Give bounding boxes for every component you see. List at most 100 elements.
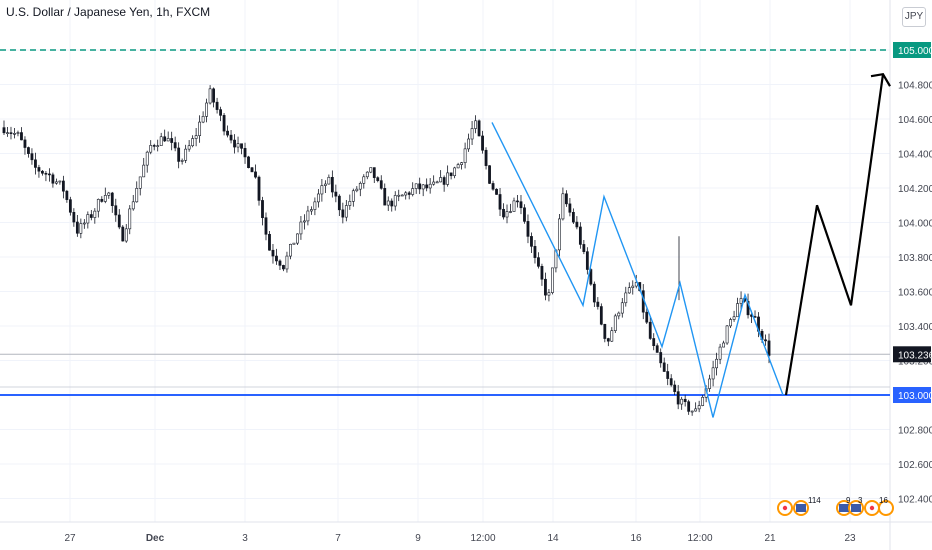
candle-body bbox=[439, 177, 443, 183]
candle-body bbox=[491, 183, 495, 190]
candle-body bbox=[467, 138, 470, 150]
candle bbox=[498, 187, 502, 217]
candle bbox=[624, 286, 628, 307]
candle bbox=[659, 348, 663, 368]
candle-body bbox=[337, 195, 341, 211]
candle bbox=[446, 165, 450, 187]
candle-body bbox=[547, 292, 551, 296]
candle-body bbox=[551, 267, 554, 293]
candle-body bbox=[729, 319, 732, 327]
candle bbox=[495, 188, 498, 195]
candle-body bbox=[578, 226, 582, 245]
candle bbox=[75, 214, 79, 237]
candle-body bbox=[435, 181, 439, 184]
candle-body bbox=[502, 208, 505, 218]
price-tick-label: 104.200 bbox=[898, 184, 932, 195]
candle-body bbox=[533, 246, 537, 258]
candle bbox=[463, 142, 467, 169]
candle-body bbox=[428, 183, 432, 189]
candle bbox=[589, 268, 593, 286]
candle bbox=[128, 205, 132, 235]
candle bbox=[596, 297, 600, 310]
candle bbox=[467, 133, 470, 152]
candle-body bbox=[215, 101, 219, 110]
candle-body bbox=[212, 88, 215, 103]
candle bbox=[163, 129, 167, 142]
candle-body bbox=[599, 306, 603, 325]
candle bbox=[484, 147, 488, 170]
currency-button[interactable]: JPY bbox=[902, 7, 926, 27]
candle-body bbox=[701, 396, 705, 406]
candle bbox=[606, 337, 610, 347]
candle bbox=[509, 203, 512, 214]
candle-body bbox=[44, 172, 48, 175]
candle-body bbox=[631, 285, 635, 288]
candle bbox=[58, 180, 62, 185]
candle-body bbox=[519, 201, 523, 209]
candle bbox=[533, 240, 537, 264]
candle-body bbox=[474, 120, 477, 129]
candle bbox=[414, 183, 418, 194]
candle bbox=[627, 282, 631, 294]
candle-body bbox=[327, 176, 331, 185]
candle bbox=[578, 222, 582, 249]
candle bbox=[365, 171, 369, 180]
candle bbox=[736, 297, 739, 318]
candle bbox=[690, 410, 694, 416]
candle bbox=[523, 204, 526, 224]
candle-body bbox=[606, 338, 610, 342]
candle bbox=[610, 327, 614, 342]
candle bbox=[390, 198, 394, 212]
candle-body bbox=[509, 211, 512, 213]
candle bbox=[180, 158, 184, 165]
candle bbox=[568, 198, 572, 217]
candle-body bbox=[313, 201, 317, 210]
candle-body bbox=[289, 243, 292, 257]
candle-body bbox=[226, 130, 229, 136]
candle-body bbox=[652, 338, 656, 346]
candle bbox=[680, 396, 684, 410]
candle bbox=[456, 162, 460, 169]
candle-body bbox=[564, 193, 568, 205]
time-tick-label: Dec bbox=[146, 533, 165, 544]
candle bbox=[725, 325, 729, 345]
candle bbox=[177, 142, 181, 169]
support-price-label: 103.000 bbox=[898, 391, 932, 402]
candle bbox=[138, 176, 142, 196]
candle-body bbox=[715, 358, 719, 369]
candle-body bbox=[351, 190, 355, 202]
candle bbox=[676, 384, 680, 410]
candle-body bbox=[96, 199, 100, 212]
candle bbox=[6, 127, 9, 137]
candle-body bbox=[446, 172, 450, 185]
candle-body bbox=[477, 120, 481, 137]
candle-body bbox=[159, 136, 163, 146]
candle-body bbox=[166, 138, 170, 142]
candle-body bbox=[187, 145, 191, 150]
candle bbox=[316, 189, 320, 208]
candle-body bbox=[484, 149, 488, 166]
candle-body bbox=[498, 194, 502, 210]
candle-body bbox=[34, 159, 37, 168]
candle bbox=[257, 175, 261, 206]
candle-body bbox=[530, 236, 533, 247]
candle-body bbox=[711, 367, 715, 380]
candle-body bbox=[2, 127, 6, 134]
candle-body bbox=[603, 323, 607, 339]
candle-body bbox=[523, 207, 526, 222]
candle bbox=[191, 135, 195, 148]
candle bbox=[561, 187, 565, 221]
candle bbox=[474, 115, 477, 134]
candle-body bbox=[20, 132, 23, 141]
candle-body bbox=[582, 244, 586, 252]
candle bbox=[711, 360, 715, 387]
candle bbox=[439, 170, 443, 183]
candle bbox=[421, 184, 425, 197]
time-tick-label: 3 bbox=[242, 533, 248, 544]
candle-body bbox=[219, 109, 222, 116]
candle-body bbox=[107, 192, 111, 196]
candle bbox=[428, 178, 432, 194]
candle-body bbox=[470, 128, 474, 140]
candle-body bbox=[512, 200, 516, 212]
